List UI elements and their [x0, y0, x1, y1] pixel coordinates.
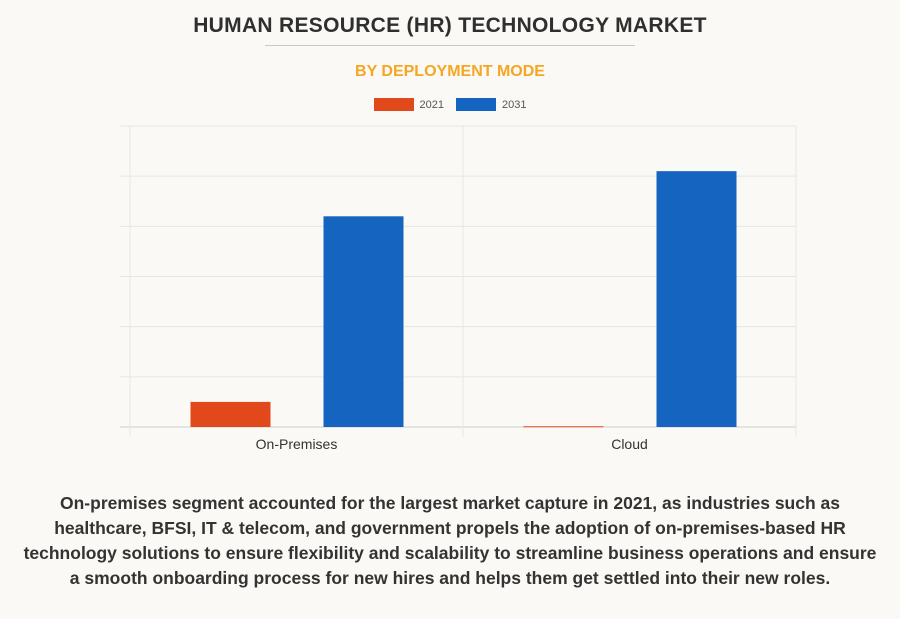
legend-swatch-2021	[373, 98, 414, 111]
legend-label-2031: 2031	[502, 98, 527, 111]
legend-item-2031[interactable]: 2031	[456, 98, 526, 111]
chart-caption: On-premises segment accounted for the la…	[23, 493, 877, 588]
bar-chart: On-Premises Cloud	[120, 125, 797, 452]
chart-legend: 2021 2031	[0, 98, 900, 111]
x-axis-labels: On-Premises Cloud	[256, 436, 648, 452]
legend-swatch-2031	[456, 98, 496, 111]
x-tick-label: Cloud	[611, 436, 648, 452]
legend-label-2021: 2021	[419, 98, 444, 111]
x-tick-label: On-Premises	[256, 436, 338, 452]
chart-bars	[190, 171, 737, 428]
title-divider	[265, 45, 635, 46]
chart-subtitle: BY DEPLOYMENT MODE	[355, 63, 545, 80]
legend-item-2021[interactable]: 2021	[373, 98, 444, 111]
bar-cloud-2031[interactable]	[656, 171, 737, 427]
chart-title: HUMAN RESOURCE (HR) TECHNOLOGY MARKET	[193, 14, 707, 37]
bar-on-premises-2031[interactable]	[323, 216, 404, 427]
bar-cloud-2021[interactable]	[523, 426, 604, 428]
bar-on-premises-2021[interactable]	[190, 401, 271, 427]
